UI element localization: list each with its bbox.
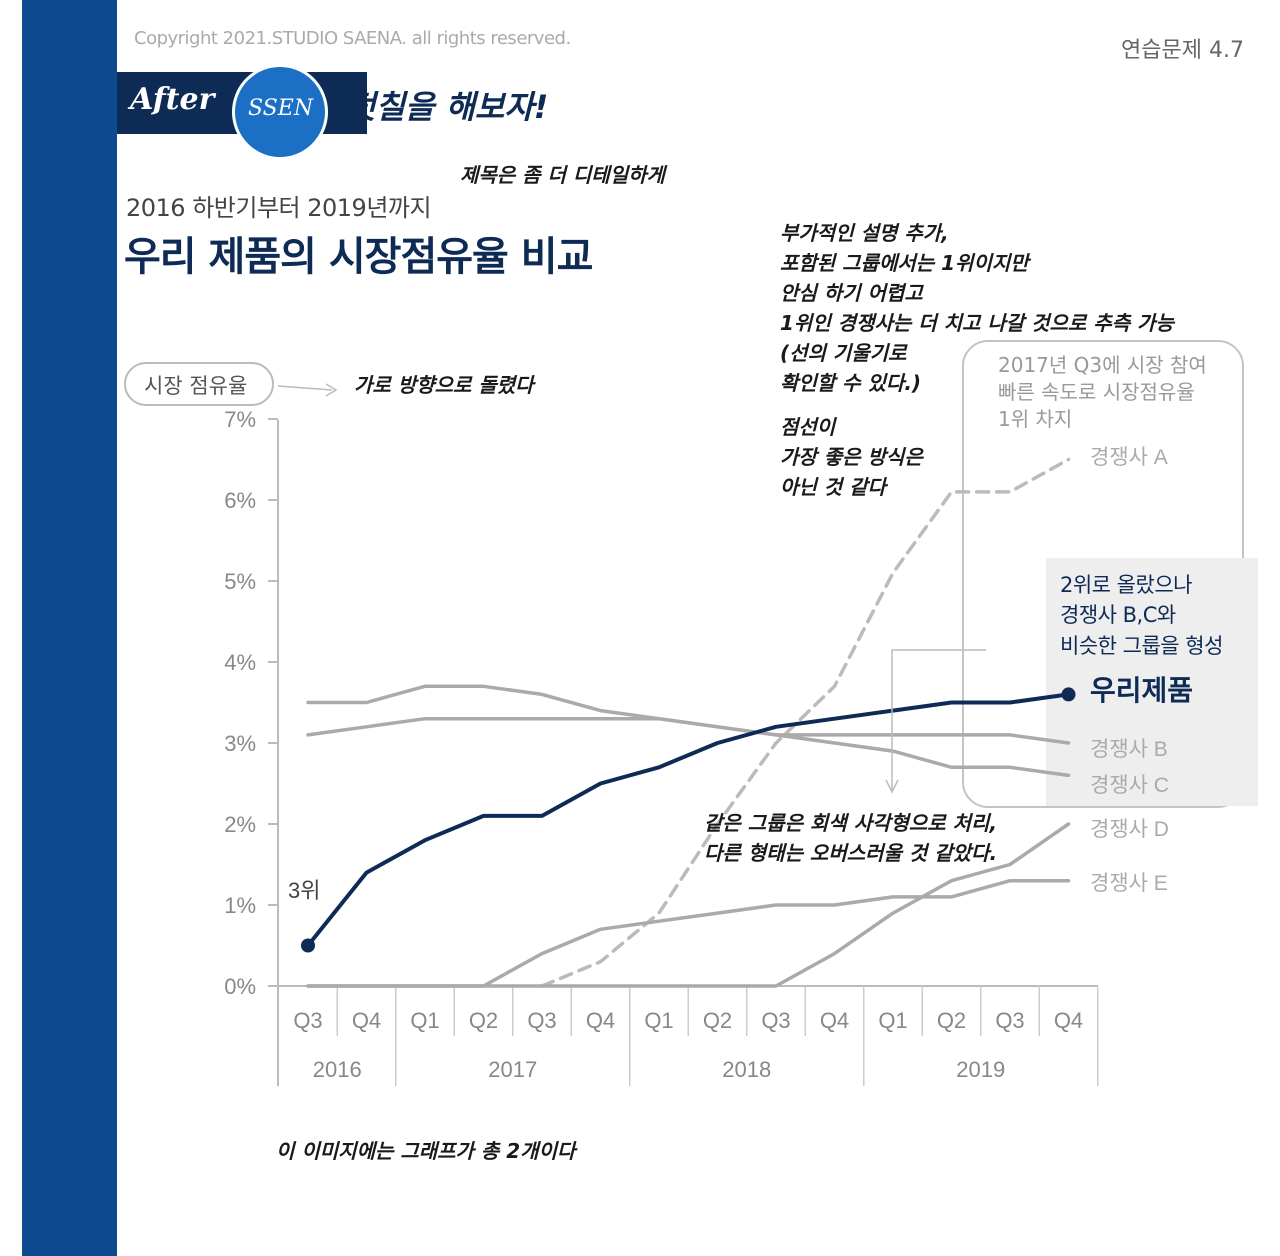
- comp-a-note-line: 1위 차지: [998, 407, 1073, 431]
- x-tick-label: Q2: [469, 1008, 498, 1033]
- exercise-number: 연습문제 4.7: [1121, 38, 1244, 63]
- group-note-line: 다른 형태는 오버스러울 것 같았다.: [704, 841, 998, 865]
- y-tick-label: 1%: [224, 893, 256, 918]
- subtitle: 2016 하반기부터 2019년까지: [126, 194, 432, 222]
- rank-label: 3위: [288, 878, 320, 903]
- series-label: 우리제품: [1090, 675, 1193, 706]
- dashed-note: 점선이 가장 좋은 방식은 아닌 것 같다: [780, 412, 923, 502]
- series-line-competitor-a: [540, 457, 1071, 988]
- banner-ssen: SSEN: [248, 96, 314, 121]
- x-tick-label: Q2: [937, 1008, 966, 1033]
- copyright: Copyright 2021.STUDIO SAENA. all rights …: [134, 28, 571, 49]
- page-title: 우리 제품의 시장점유율 비교: [124, 234, 593, 280]
- x-tick-label: Q3: [761, 1008, 790, 1033]
- y-tick-label: 3%: [224, 731, 256, 756]
- series-label: 경쟁사 B: [1090, 738, 1168, 761]
- sidebar: storytelling with data let's PRACTICE!: [22, 0, 207, 1256]
- y-tick-label: 6%: [224, 488, 256, 513]
- series-label: 경쟁사 E: [1090, 872, 1168, 895]
- axis-arrow-line: [277, 385, 333, 391]
- y-tick-label: 7%: [224, 407, 256, 432]
- comp-a-note: 2017년 Q3에 시장 참여 빠른 속도로 시장점유율 1위 차지: [998, 352, 1207, 433]
- extra-desc-line: 포함된 그룹에서는 1위이지만: [780, 251, 1029, 275]
- banner-title: 덧칠을 해보자!: [346, 88, 549, 126]
- series-line-our-product: [306, 692, 1071, 948]
- box-note-line: 비슷한 그룹을 형성: [1060, 633, 1223, 658]
- dashed-note-line: 아닌 것 같다: [780, 475, 886, 499]
- year-label: 2017: [488, 1057, 537, 1082]
- y-axis-label-pill: [124, 362, 274, 406]
- x-tick-label: Q2: [703, 1008, 732, 1033]
- x-tick-label: Q4: [586, 1008, 615, 1033]
- series-label: 경쟁사 A: [1090, 446, 1168, 469]
- series-label: 경쟁사 C: [1090, 774, 1169, 797]
- group-note-line: 같은 그룹은 회색 사각형으로 처리,: [704, 811, 998, 835]
- x-tick-label: Q3: [293, 1008, 322, 1033]
- extra-desc-line: 확인할 수 있다.): [780, 371, 922, 395]
- x-tick-label: Q4: [1054, 1008, 1083, 1033]
- y-axis-label: 시장 점유율: [144, 374, 248, 398]
- series-line-competitor-e: [306, 878, 1071, 988]
- year-label: 2019: [956, 1057, 1005, 1082]
- banner-circle: [232, 64, 328, 160]
- extra-desc-note: 부가적인 설명 추가, 포함된 그룹에서는 1위이지만 안심 하기 어렵고 1위…: [780, 218, 1174, 398]
- axis-arrow-head: [325, 383, 338, 397]
- group-arrow-head: [885, 779, 899, 794]
- y-tick-label: 0%: [224, 974, 256, 999]
- title-note: 제목은 좀 더 디테일하게: [460, 163, 665, 187]
- dashed-note-line: 가장 좋은 방식은: [780, 445, 923, 469]
- series-line-competitor-c: [306, 684, 1071, 778]
- axis-note: 가로 방향으로 돌렸다: [354, 373, 534, 397]
- banner-after: After: [130, 82, 215, 117]
- start-marker: [301, 938, 315, 953]
- year-label: 2018: [722, 1057, 771, 1082]
- series-label: 경쟁사 D: [1090, 818, 1169, 841]
- comp-a-note-line: 빠른 속도로 시장점유율: [998, 380, 1195, 404]
- box-note-line: 경쟁사 B,C와: [1060, 603, 1176, 628]
- extra-desc-line: (선의 기울기로: [780, 341, 907, 365]
- group-box: [1046, 558, 1258, 806]
- group-note: 같은 그룹은 회색 사각형으로 처리, 다른 형태는 오버스러울 것 같았다.: [704, 808, 997, 868]
- comp-a-note-line: 2017년 Q3에 시장 참여: [998, 353, 1207, 377]
- x-tick-label: Q3: [527, 1008, 556, 1033]
- x-tick-label: Q1: [410, 1008, 439, 1033]
- y-tick-label: 4%: [224, 650, 256, 675]
- group-arrow-line: [891, 649, 986, 790]
- bottom-note: 이 이미지에는 그래프가 총 2개이다: [276, 1139, 576, 1163]
- end-marker: [1061, 687, 1076, 702]
- y-tick-label: 2%: [224, 812, 256, 837]
- x-tick-label: Q3: [995, 1008, 1024, 1033]
- extra-desc-line: 부가적인 설명 추가,: [780, 221, 949, 245]
- x-tick-label: Q4: [352, 1008, 381, 1033]
- dashed-note-line: 점선이: [780, 415, 836, 439]
- box-note-line: 2위로 올랐으나: [1060, 573, 1192, 597]
- extra-desc-line: 안심 하기 어렵고: [780, 281, 923, 305]
- extra-desc-line: 1위인 경쟁사는 더 치고 나갈 것으로 추측 가능: [780, 311, 1174, 335]
- y-tick-label: 5%: [224, 569, 256, 594]
- x-tick-label: Q4: [820, 1008, 849, 1033]
- box-note: 2위로 올랐으나 경쟁사 B,C와 비슷한 그룹을 형성: [1060, 570, 1223, 661]
- x-tick-label: Q1: [644, 1008, 673, 1033]
- year-label: 2016: [313, 1057, 362, 1082]
- x-tick-label: Q1: [878, 1008, 907, 1033]
